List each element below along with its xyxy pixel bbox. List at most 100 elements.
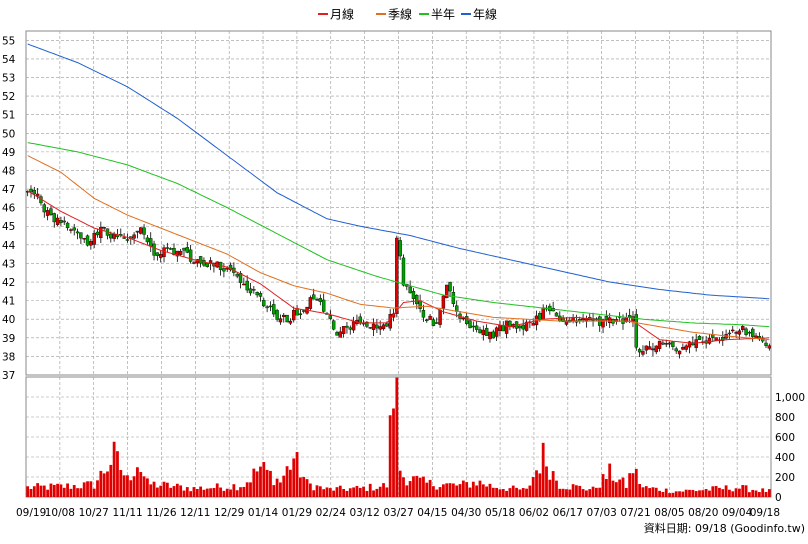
volume-bar <box>328 488 332 497</box>
candle-body <box>494 327 499 337</box>
date-tick-label: 08/05 <box>654 507 684 519</box>
volume-bar <box>588 489 592 497</box>
volume-bar <box>445 483 449 497</box>
candle-body <box>351 321 356 331</box>
volume-bar <box>269 470 272 497</box>
legend-label: 月線 <box>330 7 354 22</box>
volume-bar <box>215 483 219 497</box>
price-tick-label: 50 <box>2 128 15 140</box>
candle-body <box>677 350 682 355</box>
volume-bar <box>598 487 602 497</box>
volume-bar <box>279 482 282 497</box>
candle-body <box>398 240 402 257</box>
volume-bar <box>182 490 186 497</box>
volume-bar <box>734 488 738 497</box>
candle-body <box>451 292 456 305</box>
price-tick-label: 40 <box>2 314 15 326</box>
volume-bar <box>718 487 721 497</box>
candle-body <box>425 319 429 322</box>
candle-body <box>381 324 386 330</box>
candle-body <box>674 348 678 352</box>
candle-body <box>49 208 53 215</box>
volume-bar <box>651 487 655 497</box>
legend: 月線 季線 半年 年線 <box>318 7 497 22</box>
volume-bar <box>192 487 196 497</box>
volume-bar <box>368 483 372 497</box>
volume-bar <box>62 487 66 497</box>
volume-bar <box>86 481 89 497</box>
volume-tick-label: 200 <box>775 472 795 484</box>
volume-bar <box>751 489 755 497</box>
volume-bar <box>521 488 525 497</box>
volume-bar <box>132 476 136 497</box>
volume-bar <box>711 486 715 497</box>
candle-body <box>697 335 702 340</box>
price-tick-label: 55 <box>2 35 15 47</box>
candle-body <box>491 331 495 339</box>
candle-body <box>657 340 662 349</box>
candle-body <box>767 345 772 349</box>
date-tick-label: 09/04 <box>722 507 753 519</box>
volume-bar <box>332 490 336 497</box>
candle-body <box>431 319 436 326</box>
date-tick-label: 09/18 <box>750 507 780 519</box>
candle-body <box>92 233 96 245</box>
volume-bar <box>395 377 399 497</box>
candle-body <box>478 329 482 334</box>
volume-bar <box>225 488 229 497</box>
volume-bar <box>259 466 262 497</box>
volume-bar <box>468 487 472 497</box>
volume-bar <box>342 488 346 497</box>
volume-bar <box>764 491 768 497</box>
volume-bar <box>704 489 708 497</box>
candle-body <box>684 345 688 350</box>
volume-bar <box>275 478 279 497</box>
candle-body <box>504 320 509 334</box>
candle-body <box>737 330 742 335</box>
volume-bar <box>601 474 605 497</box>
candle-body <box>248 288 253 294</box>
volume-bar <box>308 483 312 497</box>
price-tick-label: 42 <box>2 277 15 289</box>
volume-bar <box>425 482 429 497</box>
volume-bar <box>175 483 179 497</box>
volume-bar <box>152 481 156 497</box>
volume-bar <box>245 482 249 497</box>
candle-body <box>192 262 196 264</box>
candle-body <box>448 282 452 292</box>
volume-bar <box>185 487 189 497</box>
volume-bar <box>119 469 123 497</box>
candle-body <box>205 262 209 267</box>
candle-body <box>185 247 190 253</box>
volume-bar <box>478 480 482 497</box>
candle-body <box>318 298 323 302</box>
volume-bar <box>205 488 209 497</box>
candlesticks <box>25 185 772 359</box>
candle-body <box>298 313 303 315</box>
volume-bar <box>668 493 671 497</box>
volume-bar <box>348 488 352 497</box>
volume-bar <box>92 488 96 497</box>
candle-body <box>242 283 246 286</box>
volume-bar <box>372 490 375 497</box>
candle-body <box>285 314 289 323</box>
candle-body <box>438 309 442 325</box>
candle-body <box>45 210 50 216</box>
candle-body <box>671 341 675 347</box>
volume-bar <box>442 484 445 497</box>
volume-bar <box>741 485 745 497</box>
candle-body <box>125 239 130 241</box>
legend-label: 季線 <box>388 7 412 22</box>
volume-bar <box>209 488 212 497</box>
candle-body <box>714 337 718 341</box>
candle-body <box>627 314 632 318</box>
volume-bar <box>195 488 199 497</box>
volume-bar <box>422 476 425 497</box>
candle-body <box>371 323 376 330</box>
candle-body <box>681 347 685 350</box>
price-tick-label: 47 <box>2 184 15 196</box>
candle-body <box>268 305 273 308</box>
volume-bar <box>116 451 119 497</box>
candle-body <box>654 345 658 353</box>
candle-body <box>401 257 406 286</box>
